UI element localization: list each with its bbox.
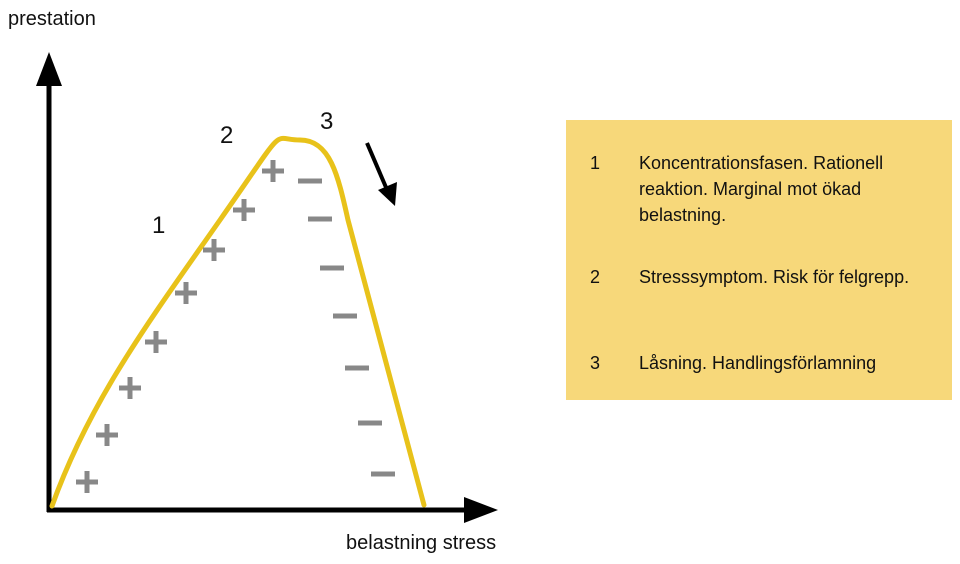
legend-box: 1 Koncentrationsfasen. Rationell reaktio… [566,120,952,400]
legend-number: 3 [590,353,601,373]
y-axis-label: prestation [8,8,96,30]
plus-mark [262,160,284,182]
plus-mark [119,377,141,399]
legend-number: 1 [590,153,601,173]
performance-curve [49,135,427,509]
legend-text: Låsning. Handlingsförlamning [639,353,877,373]
plus-mark [96,424,118,446]
phase-2-label: 2 [220,122,234,149]
decline-arrow-head [378,182,397,206]
plus-mark [233,199,255,221]
legend-text: Koncentrationsfasen. Rationell reaktion.… [639,153,884,225]
x-axis-arrowhead [464,497,498,523]
x-axis-label: belastning stress [346,532,497,554]
phase-1-label: 1 [152,212,166,239]
plus-mark [175,282,197,304]
plus-mark [76,471,98,493]
legend-number: 2 [590,267,601,287]
phase-3-label: 3 [320,108,334,135]
plus-marks [76,160,284,493]
plus-mark [203,239,225,261]
y-axis-arrowhead [36,52,62,86]
legend-text: Stresssymptom. Risk för felgrepp. [639,267,910,287]
plus-mark [145,331,167,353]
minus-marks [298,178,395,477]
decline-arrow-shaft [365,142,390,193]
